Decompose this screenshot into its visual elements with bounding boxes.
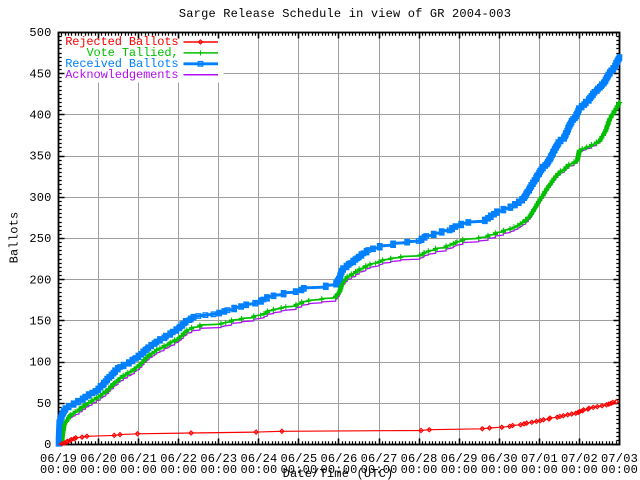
svg-text:100: 100	[29, 356, 51, 370]
svg-text:00:00: 00:00	[200, 463, 237, 477]
svg-text:00:00: 00:00	[481, 463, 518, 477]
svg-text:Received Ballots: Received Ballots	[65, 57, 178, 71]
svg-text:00:00: 00:00	[120, 463, 157, 477]
svg-text:06/24: 06/24	[240, 452, 277, 466]
svg-text:Vote Tallied,: Vote Tallied,	[86, 46, 178, 60]
svg-text:Acknowledgements: Acknowledgements	[65, 68, 178, 82]
svg-text:Date/Time (UTC): Date/Time (UTC)	[283, 467, 394, 480]
svg-text:06/28: 06/28	[401, 452, 438, 466]
svg-text:350: 350	[29, 150, 51, 164]
svg-text:06/23: 06/23	[200, 452, 237, 466]
svg-text:06/27: 06/27	[361, 452, 398, 466]
svg-text:00:00: 00:00	[361, 463, 398, 477]
svg-text:00:00: 00:00	[240, 463, 277, 477]
svg-text:06/20: 06/20	[80, 452, 117, 466]
svg-text:Sarge Release Schedule in view: Sarge Release Schedule in view of GR 200…	[179, 7, 511, 21]
svg-text:400: 400	[29, 109, 51, 123]
svg-text:00:00: 00:00	[521, 463, 558, 477]
svg-text:50: 50	[37, 397, 52, 411]
svg-text:300: 300	[29, 191, 51, 205]
svg-text:06/19: 06/19	[40, 452, 77, 466]
svg-text:500: 500	[29, 26, 51, 40]
svg-text:0: 0	[44, 438, 51, 452]
svg-text:00:00: 00:00	[441, 463, 478, 477]
svg-text:06/25: 06/25	[280, 452, 317, 466]
svg-text:00:00: 00:00	[601, 463, 638, 477]
svg-text:06/22: 06/22	[160, 452, 197, 466]
svg-text:250: 250	[29, 232, 51, 246]
svg-text:07/02: 07/02	[561, 452, 598, 466]
svg-text:00:00: 00:00	[401, 463, 438, 477]
svg-text:00:00: 00:00	[561, 463, 598, 477]
svg-text:00:00: 00:00	[40, 463, 77, 477]
svg-text:06/26: 06/26	[321, 452, 358, 466]
svg-text:07/01: 07/01	[521, 452, 558, 466]
svg-text:00:00: 00:00	[160, 463, 197, 477]
svg-text:450: 450	[29, 67, 51, 81]
svg-text:Rejected Ballots: Rejected Ballots	[65, 35, 178, 49]
svg-text:06/29: 06/29	[441, 452, 478, 466]
svg-text:07/03: 07/03	[601, 452, 638, 466]
svg-text:Ballots: Ballots	[8, 212, 22, 264]
svg-text:00:00: 00:00	[80, 463, 117, 477]
svg-text:00:00: 00:00	[321, 463, 358, 477]
svg-text:06/30: 06/30	[481, 452, 518, 466]
svg-text:06/21: 06/21	[120, 452, 157, 466]
svg-text:200: 200	[29, 273, 51, 287]
svg-text:150: 150	[29, 315, 51, 329]
svg-text:00:00: 00:00	[280, 463, 317, 477]
